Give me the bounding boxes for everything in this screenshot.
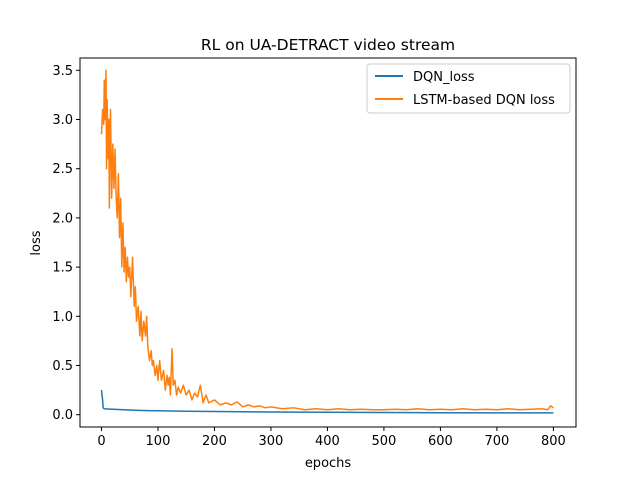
legend-box — [366, 63, 571, 114]
x-tick-label: 700 — [484, 434, 509, 449]
legend-label-lstm-dqn-loss: LSTM-based DQN loss — [413, 93, 555, 108]
series-line-lstm-based-dqn-loss — [100, 69, 554, 411]
y-tick-label: 3.5 — [52, 64, 73, 79]
x-tick-label: 100 — [146, 434, 171, 449]
y-tick-label: 1.0 — [52, 310, 73, 325]
series-layer — [100, 69, 554, 414]
x-tick-label: 400 — [315, 434, 340, 449]
chart-title: RL on UA-DETRACT video stream — [201, 36, 455, 54]
y-tick-label: 0.5 — [52, 359, 73, 374]
axes-frame — [79, 57, 577, 428]
y-axis-ticks: 0.0 0.5 1.0 1.5 2.0 2.5 3.0 3.5 — [52, 64, 80, 423]
x-tick-label: 200 — [202, 434, 227, 449]
x-axis-label: epochs — [305, 456, 352, 471]
series-line-dqn-loss — [100, 390, 554, 414]
x-axis-ticks: 0 100 200 300 400 500 600 700 800 — [97, 427, 566, 449]
x-tick-label: 300 — [259, 434, 284, 449]
y-axis-label: loss — [29, 230, 44, 255]
y-tick-label: 3.0 — [52, 113, 73, 128]
x-tick-label: 0 — [97, 434, 105, 449]
x-tick-label: 600 — [428, 434, 453, 449]
y-tick-label: 1.5 — [52, 261, 73, 276]
x-tick-label: 800 — [541, 434, 566, 449]
y-tick-label: 0.0 — [52, 408, 73, 423]
y-tick-label: 2.0 — [52, 211, 73, 226]
legend-label-dqn-loss: DQN_loss — [413, 70, 475, 85]
y-tick-label: 2.5 — [52, 162, 73, 177]
x-tick-label: 500 — [372, 434, 397, 449]
legend: DQN_loss LSTM-based DQN loss — [366, 63, 571, 114]
